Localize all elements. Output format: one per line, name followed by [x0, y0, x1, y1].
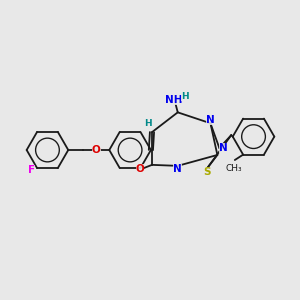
Text: NH: NH	[165, 95, 183, 105]
Text: O: O	[92, 145, 100, 155]
Text: H: H	[181, 92, 188, 101]
Text: N: N	[173, 164, 182, 174]
Text: F: F	[28, 165, 35, 176]
Text: N: N	[206, 115, 215, 125]
Text: S: S	[204, 167, 211, 177]
Text: CH₃: CH₃	[225, 164, 242, 172]
Text: N: N	[218, 143, 227, 153]
Text: O: O	[136, 164, 145, 174]
Text: H: H	[145, 119, 152, 128]
